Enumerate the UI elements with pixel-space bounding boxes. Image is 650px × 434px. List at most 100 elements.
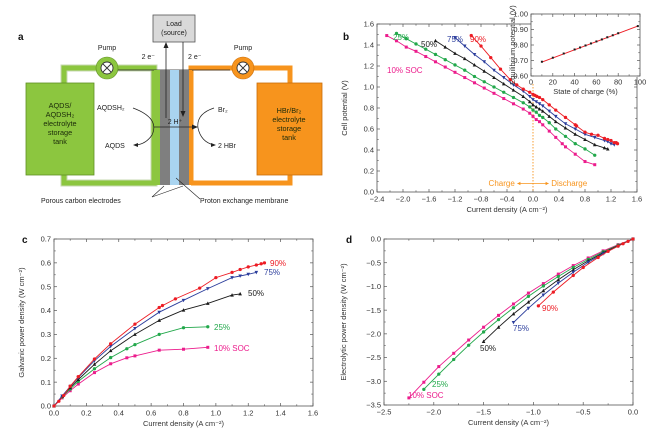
series-90-: 90% [469,33,620,146]
data-point [453,51,457,55]
series-label: 90% [270,259,286,268]
x-tick-label: 1.6 [308,409,318,418]
y-tick-label: 0.7 [41,235,51,244]
series-10-soc: 10% SOC [407,237,635,400]
series-line [53,293,241,407]
data-point [254,270,259,275]
data-point [453,70,457,74]
data-point [553,114,558,119]
data-point [521,94,526,98]
data-point [57,399,61,403]
data-point [537,113,542,117]
series-75-: 75% [511,237,635,333]
x-axis-label: Current density (A cm⁻²) [468,418,550,427]
data-point [554,127,558,131]
y-tick-label: 1.2 [364,62,374,71]
data-point [605,140,610,144]
data-point [230,270,234,275]
data-point [511,83,516,87]
data-point [551,290,555,294]
data-point [508,78,512,82]
y-tick-label: 0.4 [41,306,51,315]
series-50-: 50% [421,38,610,151]
left-tank-line-1: AQDS/ [49,101,73,110]
inset-data-point [579,46,582,49]
data-point [125,347,129,351]
data-point [181,326,186,330]
data-point [596,255,600,260]
series-label: 50% [480,344,496,353]
series-line [513,238,634,323]
series-line [538,238,634,307]
panel-c-chart: c 0.0 0.2 0.4 0.6 0.8 1.0 1.2 1.4 1.6 0.0 0.1 0.2 0.… [17,235,318,428]
right-tank-line-4: tank [282,133,296,142]
data-point [422,387,426,391]
y-tick-label: 0.0 [364,188,374,197]
x-tick-label: 0.6 [146,409,156,418]
data-point [467,343,471,347]
y-axis-label: Electrolytic power density (W cm⁻²) [339,263,348,381]
data-point [563,134,568,139]
data-point [593,163,597,167]
data-point [583,147,587,151]
data-point [602,139,607,143]
x-tick-label: 20 [549,78,557,87]
x-tick-label: −0.8 [474,195,489,204]
data-point [621,242,625,246]
y-tick-label: 0.2 [364,167,374,176]
data-point [511,88,516,92]
arrow-right-icon [545,181,549,186]
data-point [472,52,477,57]
x-axis-label: Current density (A cm⁻²) [466,205,548,214]
data-point [537,102,542,106]
inset-data-point [636,25,639,28]
data-point [596,133,600,137]
series-75-: 75% [447,35,617,147]
y-tick-label: −2.0 [366,329,381,338]
y-tick-label: 0.5 [41,282,51,291]
series-75-: 75% [52,268,280,408]
data-point [573,142,577,146]
data-point [615,142,620,146]
data-point [501,76,506,80]
cell-stack: Load (source) 2 e⁻ 2 e⁻ 2 H⁺ [118,14,230,185]
load-box [152,14,196,43]
series-label: 75% [447,35,463,44]
x-tick-label: −2.5 [377,408,392,417]
data-point [463,68,467,72]
y-tick-label: 0.2 [41,354,51,363]
data-point [609,138,613,143]
data-point [502,97,506,101]
electrode-pointer-2 [151,185,184,198]
data-point [498,67,503,71]
series-label: 50% [421,40,437,49]
data-point [534,100,539,104]
data-point [528,90,532,94]
series-90-: 90% [52,259,286,408]
data-point [198,286,202,290]
data-point [469,33,473,38]
data-point [246,265,250,269]
data-point [404,45,408,49]
data-point [181,308,186,312]
x-tick-label: 0.4 [554,195,564,204]
data-point [583,137,587,141]
data-point [606,137,610,142]
data-point [564,145,567,149]
data-point [133,354,137,358]
series-label: 90% [542,304,558,313]
left-product: AQDS [105,143,125,150]
data-point [125,356,129,360]
inset-data-point [611,34,614,37]
electrodes-caption: Porous carbon electrodes [41,198,121,205]
proton-arrow-head-icon [192,124,198,130]
data-point [437,372,441,376]
data-point [109,355,113,360]
proton-label: 2 H⁺ [168,119,183,126]
data-point [414,49,418,53]
schematic-captions: Porous carbon electrodes Proton exchange… [41,177,288,205]
data-point [563,115,568,120]
x-tick-label: 1.0 [211,409,221,418]
data-point [521,87,525,91]
data-point [605,147,610,151]
